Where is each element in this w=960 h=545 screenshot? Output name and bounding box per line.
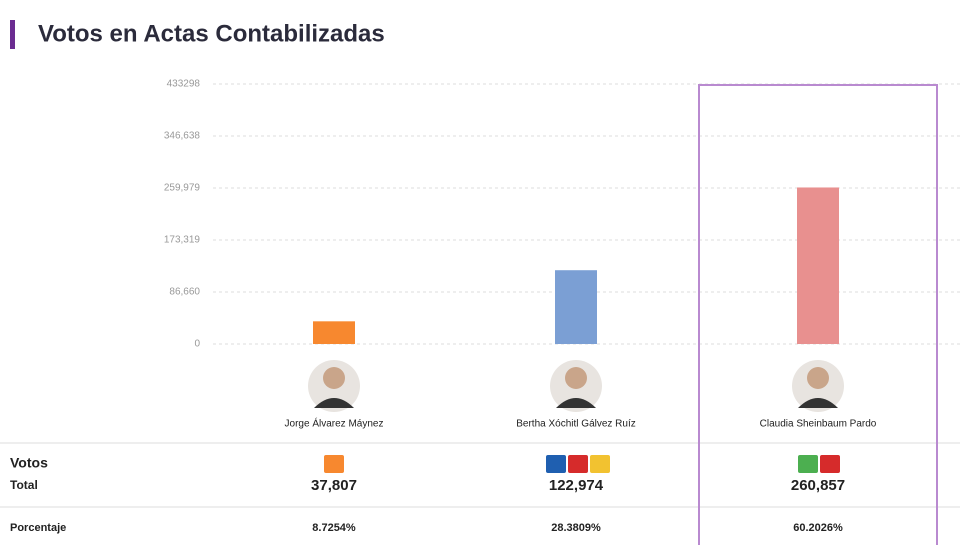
y-tick-label: 0	[194, 339, 200, 350]
photo-head	[323, 367, 345, 389]
title-accent	[10, 20, 15, 49]
highlight-frame	[698, 84, 938, 545]
bar	[555, 270, 597, 344]
y-tick-label: 346,638	[164, 131, 201, 142]
total-label: Total	[10, 478, 38, 492]
party-logo	[546, 455, 566, 473]
votes-label: Votos	[10, 455, 48, 471]
candidate-name: Claudia Sheinbaum Pardo	[760, 419, 877, 430]
vote-total: 122,974	[549, 477, 604, 494]
candidate-name: Bertha Xóchitl Gálvez Ruíz	[516, 419, 636, 430]
photo-body	[556, 398, 596, 408]
photo-head	[565, 367, 587, 389]
vote-percentage: 60.2026%	[793, 522, 843, 534]
bar	[797, 187, 839, 344]
party-logo	[820, 455, 840, 473]
photo-head	[807, 367, 829, 389]
y-tick-label: 433298	[167, 79, 201, 90]
y-tick-label: 259,979	[164, 183, 201, 194]
vote-percentage: 28.3809%	[551, 522, 601, 534]
percent-label: Porcentaje	[10, 522, 66, 534]
party-logo	[568, 455, 588, 473]
vote-percentage: 8.7254%	[312, 522, 356, 534]
y-tick-label: 86,660	[169, 287, 200, 298]
candidate-name: Jorge Álvarez Máynez	[285, 417, 384, 430]
bar	[313, 321, 355, 344]
party-logo	[590, 455, 610, 473]
vote-total: 260,857	[791, 477, 845, 494]
photo-body	[314, 398, 354, 408]
y-tick-label: 173,319	[164, 235, 201, 246]
chart-title: Votos en Actas Contabilizadas	[38, 20, 385, 47]
vote-total: 37,807	[311, 477, 357, 494]
party-logo	[324, 455, 344, 473]
photo-body	[798, 398, 838, 408]
party-logo	[798, 455, 818, 473]
